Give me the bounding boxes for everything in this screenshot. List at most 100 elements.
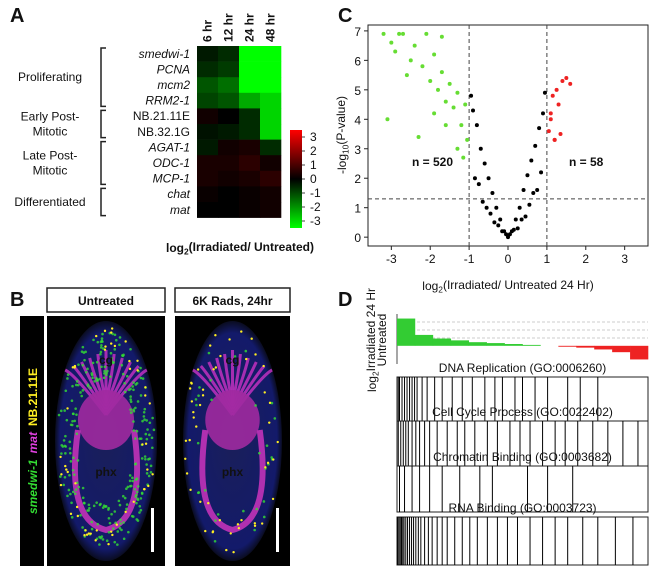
stain-speck — [196, 368, 200, 371]
heatmap-cell — [260, 139, 282, 156]
data-point — [517, 205, 522, 210]
stain-speck — [116, 543, 119, 546]
stain-speck — [142, 410, 146, 414]
stain-speck — [148, 421, 152, 425]
barcode-box — [396, 420, 649, 472]
heatmap-cell — [239, 61, 261, 78]
stain-speck — [65, 468, 68, 471]
heatmap-cell — [260, 92, 282, 109]
text-part: (Irradiated/ Untreated 24 Hr) — [443, 278, 594, 292]
stain-speck — [194, 398, 198, 401]
data-point — [492, 220, 497, 225]
data-point — [533, 143, 538, 148]
heatmap-cell — [218, 170, 240, 187]
stain-speck — [145, 419, 149, 422]
stain-speck — [79, 391, 82, 394]
gene-label: chat — [167, 187, 190, 201]
stain-speck — [134, 406, 137, 410]
stain-speck — [86, 367, 89, 371]
stain-speck — [71, 468, 75, 472]
stain-speck — [83, 501, 86, 505]
stain-speck — [104, 345, 107, 348]
stain-speck — [66, 407, 69, 410]
y-tick-label: 4 — [354, 113, 361, 127]
panel-label: C — [338, 5, 352, 27]
data-point — [550, 93, 555, 98]
stain-speck — [148, 433, 151, 437]
stain-speck — [146, 468, 149, 471]
gsea-y-label: Untreated — [375, 314, 389, 367]
heatmap-cell — [218, 139, 240, 156]
stain-speck — [245, 357, 248, 361]
ranked-fold-change — [414, 334, 434, 346]
stain-speck — [60, 473, 63, 476]
gut — [77, 390, 135, 450]
stain-speck — [145, 437, 149, 441]
stain-speck — [184, 457, 187, 460]
stain-speck — [140, 457, 144, 460]
stain-speck — [84, 529, 87, 532]
heatmap-cell — [239, 170, 261, 187]
stain-speck — [132, 408, 135, 411]
region-label: cg — [99, 353, 113, 367]
stain-speck — [151, 416, 154, 420]
stain-speck — [66, 470, 69, 474]
stain-speck — [91, 376, 94, 380]
stain-speck — [118, 503, 122, 507]
stain-speck — [254, 353, 257, 356]
stain-speck — [64, 434, 67, 438]
pharynx-ring — [199, 429, 266, 534]
x-tick-label: 3 — [621, 252, 628, 266]
data-point — [432, 111, 437, 116]
stain-speck — [87, 509, 90, 512]
stain-speck — [87, 503, 91, 507]
stain-speck — [138, 504, 142, 508]
y-tick-label: 5 — [354, 84, 361, 98]
stain-speck — [113, 510, 117, 513]
stain-speck — [128, 474, 132, 477]
stain-speck — [71, 384, 74, 388]
plot-frame — [367, 24, 649, 247]
stain-speck — [190, 381, 193, 385]
heatmap-cell — [260, 77, 282, 94]
ranked-fold-change — [612, 345, 631, 353]
text-part: smedwi-1 — [26, 459, 40, 514]
stain-speck — [214, 366, 218, 369]
stain-speck — [75, 413, 78, 416]
condition-box — [174, 287, 291, 313]
x-axis-label: log2(Irradiated/ Untreated 24 Hr) — [422, 278, 593, 295]
stain-speck — [270, 456, 273, 459]
stain-speck — [73, 366, 76, 369]
stain-speck — [150, 436, 154, 440]
stain-speck — [132, 381, 135, 384]
gsea-y-label: log2Irradiated 24 Hr — [364, 288, 381, 392]
data-point — [523, 214, 528, 219]
column-label: 48 hr — [264, 13, 278, 42]
stain-speck — [122, 521, 125, 524]
stain-speck — [90, 373, 94, 377]
data-point — [529, 158, 534, 163]
stain-speck — [96, 522, 100, 526]
column-label: 24 hr — [243, 13, 257, 42]
stain-speck — [131, 385, 134, 388]
stain-speck — [136, 498, 140, 502]
stain-speck — [113, 348, 117, 351]
stain-speck — [184, 439, 188, 442]
stain-speck — [70, 516, 74, 519]
gene-set-title: Cell Cycle Process (GO:0022402) — [432, 405, 613, 419]
region-label: phx — [95, 465, 117, 479]
data-point — [494, 205, 499, 210]
data-point — [504, 232, 509, 237]
stain-speck — [98, 543, 101, 546]
stain-speck — [77, 363, 80, 366]
colorbar-tick-label: 0 — [310, 172, 317, 186]
stain-speck — [188, 387, 192, 390]
data-point — [401, 31, 405, 36]
stain-speck — [240, 330, 243, 333]
stain-speck — [229, 532, 232, 535]
stain-speck — [69, 460, 73, 463]
colorbar-tick-label: -3 — [310, 214, 321, 228]
data-point — [389, 40, 394, 45]
stain-speck — [89, 386, 92, 390]
heatmap-cell — [218, 124, 240, 140]
